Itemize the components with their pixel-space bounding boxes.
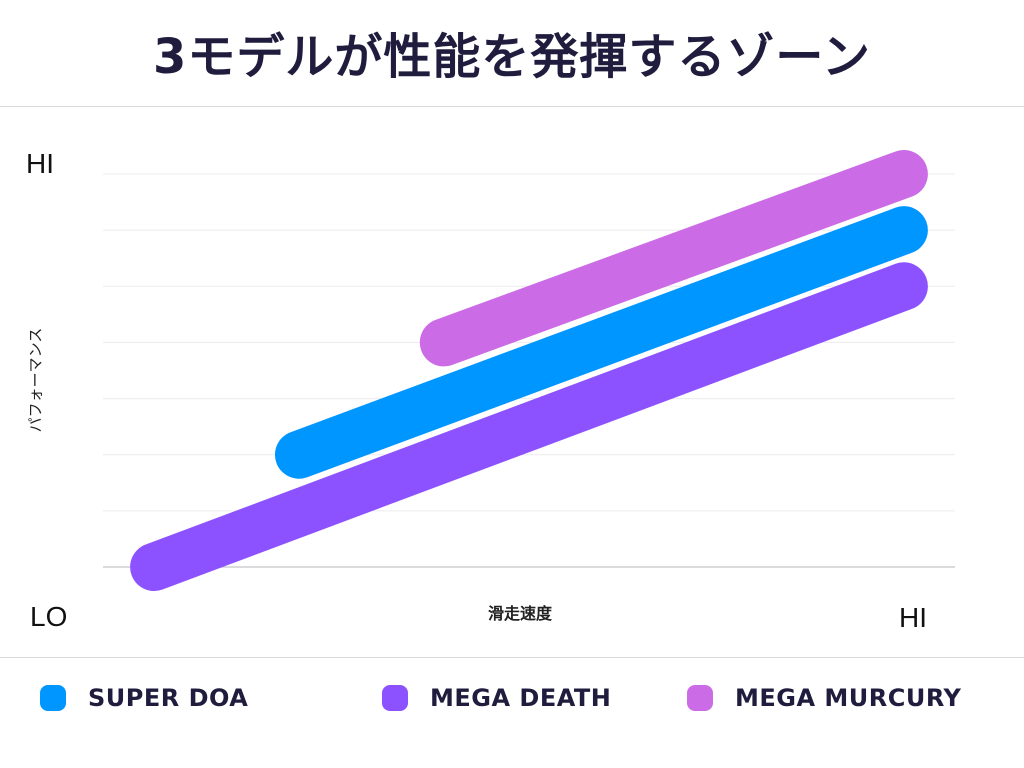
legend-label: MEGA MURCURY [735, 684, 962, 712]
series-line-mega-death [130, 262, 928, 591]
legend-item-super-doa: SUPER DOA [40, 680, 248, 716]
series-line-super-doa [274, 206, 928, 479]
legend-label: MEGA DEATH [430, 684, 612, 712]
legend-swatch [40, 685, 66, 711]
series-line-mega-murcury [419, 150, 928, 367]
chart-plot-area [103, 150, 955, 591]
chart-title: 3モデルが性能を発揮するゾーン [153, 29, 871, 85]
x-tick-label-lo: LO [30, 601, 68, 632]
legend-divider [0, 657, 1024, 658]
title-divider [0, 106, 1024, 107]
legend-item-mega-death: MEGA DEATH [382, 680, 611, 716]
legend-swatch [382, 685, 408, 711]
legend-item-mega-murcury: MEGA MURCURY [687, 680, 961, 716]
y-tick-label-hi: HI [26, 148, 54, 179]
legend-label: SUPER DOA [88, 684, 249, 712]
legend-swatch [687, 685, 713, 711]
series-lines [130, 150, 928, 591]
y-axis-title: パフォーマンス [26, 327, 45, 433]
x-axis-title: 滑走速度 [487, 604, 552, 623]
x-tick-label-hi: HI [899, 602, 927, 633]
